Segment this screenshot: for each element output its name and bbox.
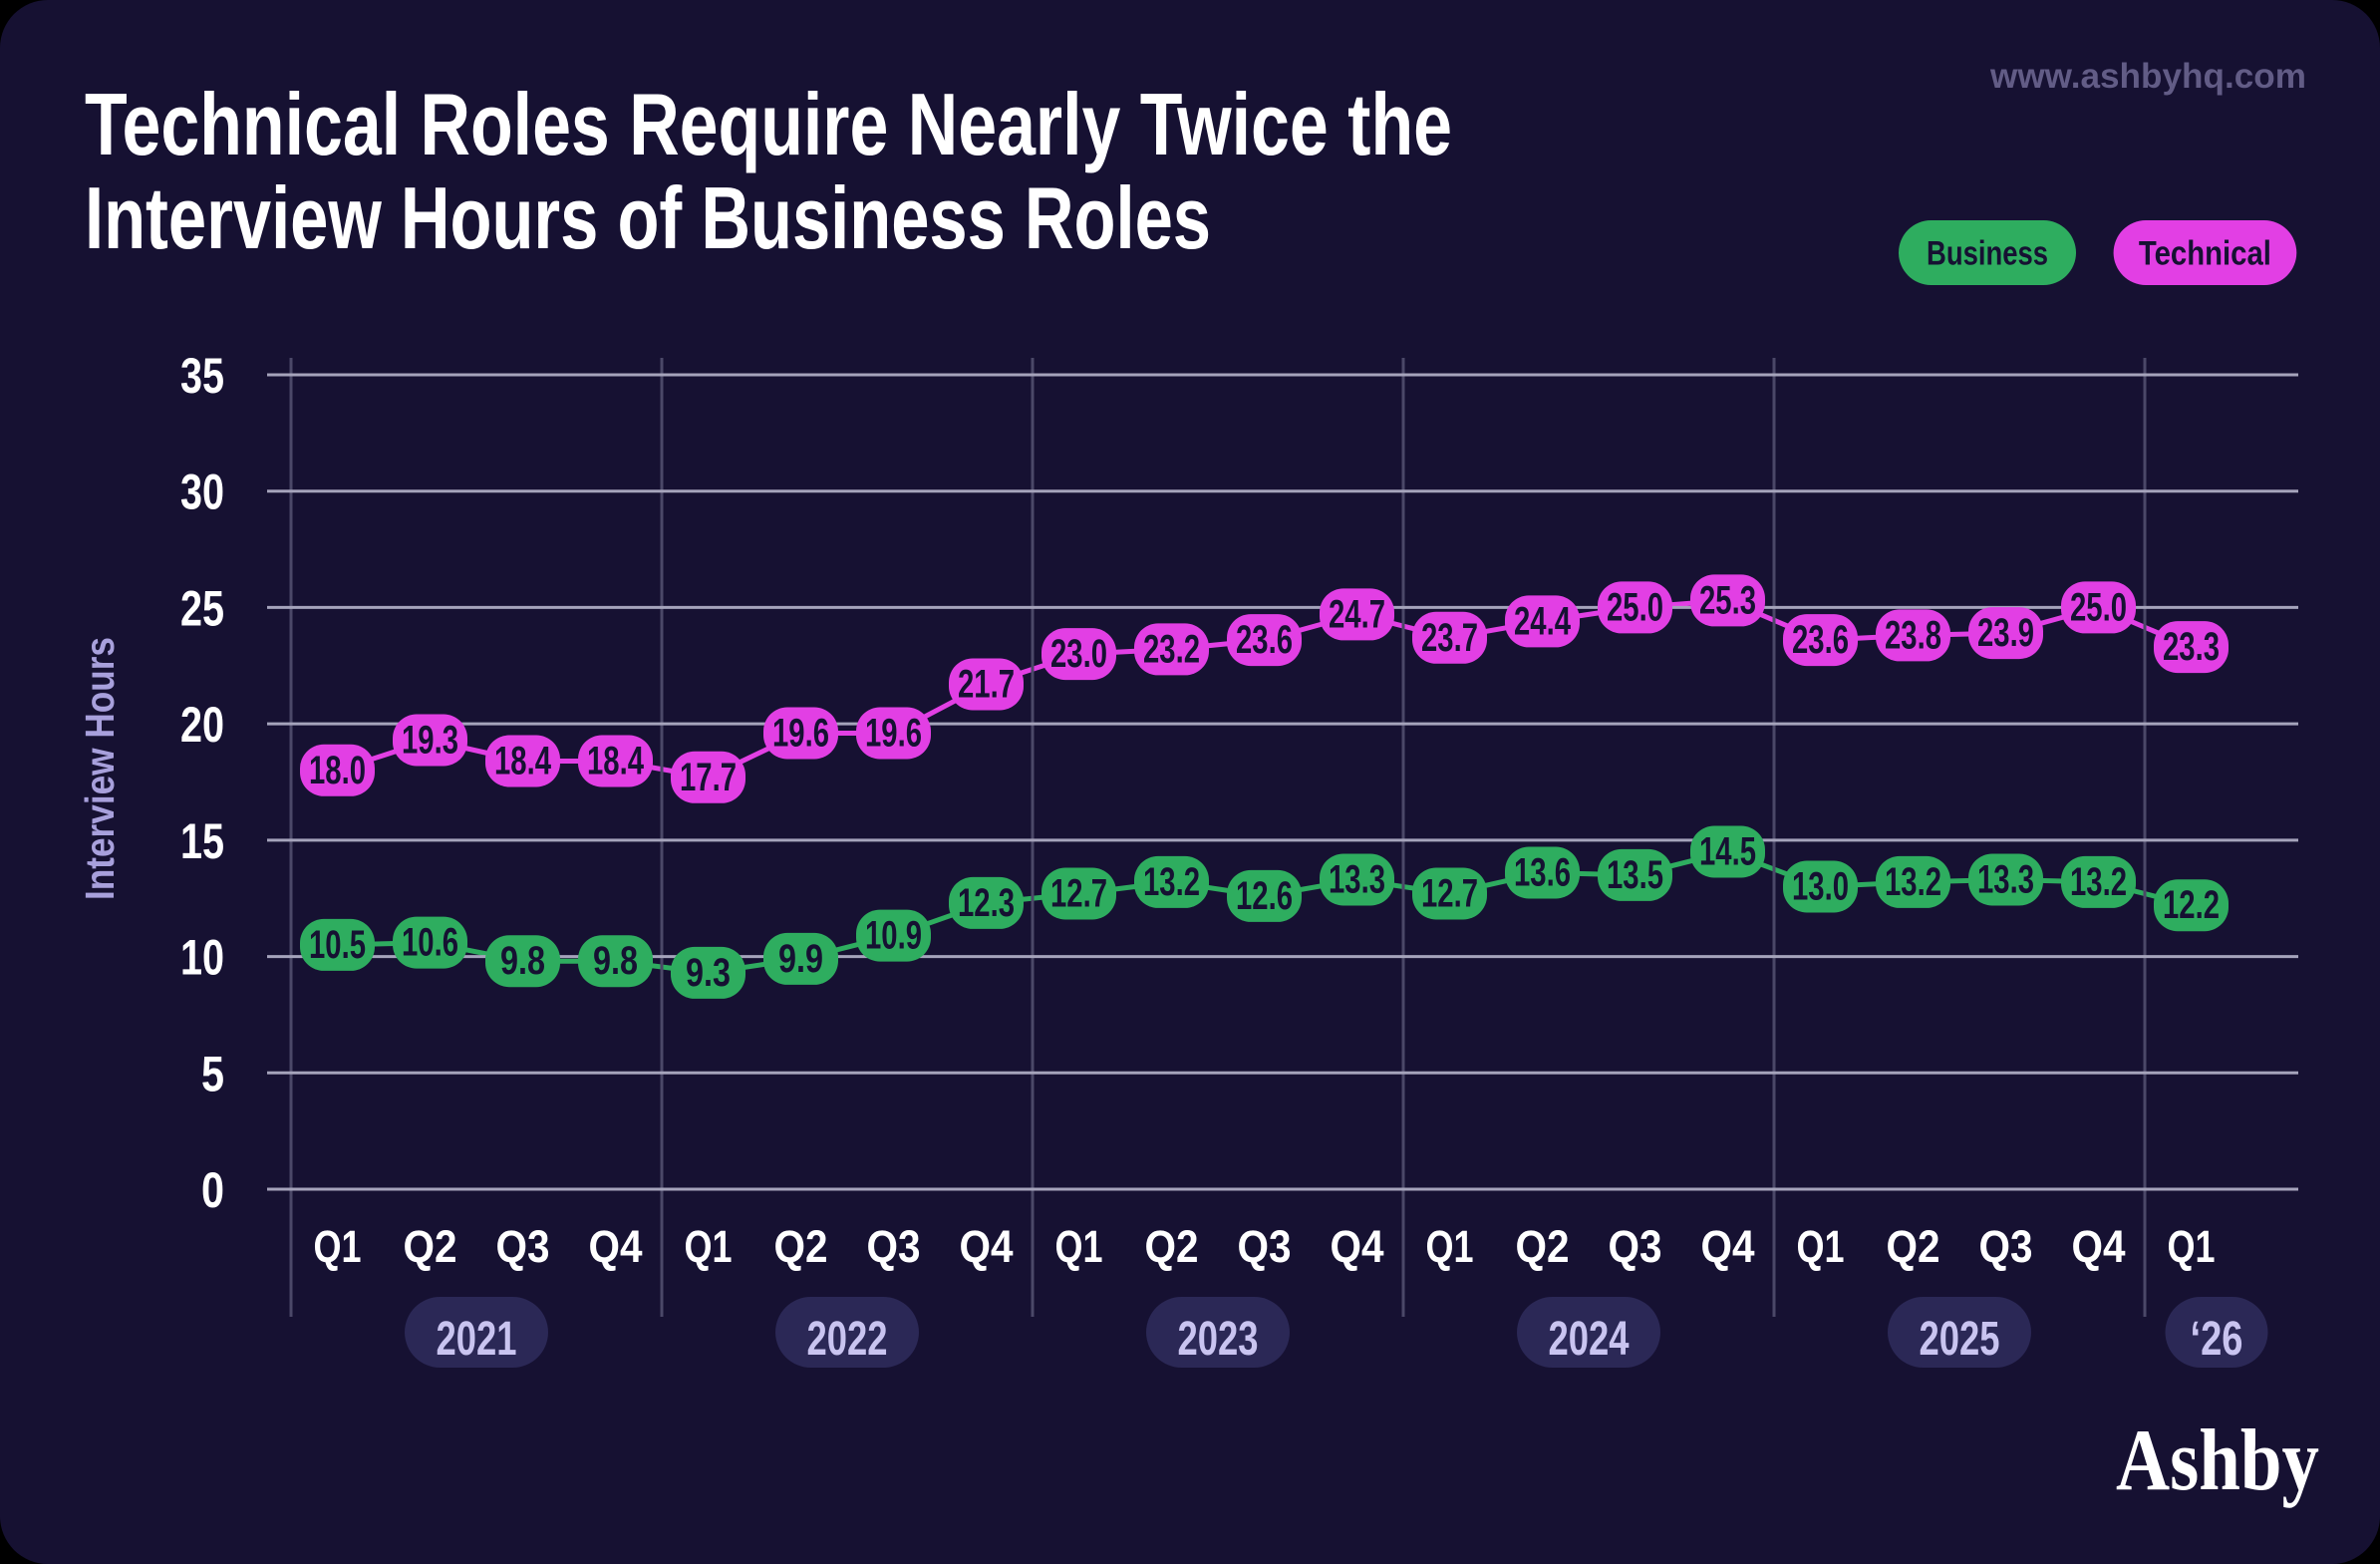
svg-text:9.3: 9.3 [686,951,731,995]
svg-text:25.3: 25.3 [1699,578,1756,622]
svg-text:Technical: Technical [2139,235,2271,273]
svg-text:Technical Roles Require Nearly: Technical Roles Require Nearly Twice the [85,75,1452,173]
svg-text:Q1: Q1 [2168,1221,2216,1272]
svg-text:19.3: 19.3 [402,719,458,763]
svg-text:0: 0 [201,1162,224,1218]
svg-text:13.3: 13.3 [1977,858,2034,902]
svg-text:23.0: 23.0 [1050,632,1107,676]
svg-text:2024: 2024 [1549,1313,1630,1366]
svg-text:Q2: Q2 [1145,1221,1199,1272]
svg-text:Q3: Q3 [1238,1221,1292,1272]
svg-text:13.6: 13.6 [1514,851,1571,895]
svg-text:10: 10 [180,930,224,986]
svg-text:2022: 2022 [807,1313,888,1366]
svg-text:Q1: Q1 [314,1221,362,1272]
svg-text:9.8: 9.8 [593,939,638,983]
svg-text:Q4: Q4 [2072,1221,2126,1272]
svg-text:2023: 2023 [1178,1313,1259,1366]
svg-text:Q2: Q2 [404,1221,457,1272]
svg-text:Q3: Q3 [867,1221,921,1272]
svg-text:Q4: Q4 [1701,1221,1755,1272]
svg-text:5: 5 [201,1046,224,1101]
svg-text:10.5: 10.5 [309,923,366,967]
svg-text:23.9: 23.9 [1977,611,2034,655]
svg-text:12.7: 12.7 [1421,872,1478,916]
svg-text:12.2: 12.2 [2163,883,2220,927]
svg-text:13.2: 13.2 [1143,860,1200,904]
svg-text:12.7: 12.7 [1050,872,1107,916]
svg-text:Q1: Q1 [1797,1221,1845,1272]
svg-text:‘26: ‘26 [2191,1313,2243,1366]
svg-text:Business: Business [1927,235,2048,273]
svg-text:25.0: 25.0 [1607,585,1663,629]
svg-text:www.ashbyhq.com: www.ashbyhq.com [1989,57,2306,96]
svg-text:Interview Hours of Business Ro: Interview Hours of Business Roles [85,168,1211,267]
svg-text:Q2: Q2 [774,1221,828,1272]
svg-text:23.7: 23.7 [1421,616,1478,660]
svg-text:Q3: Q3 [1609,1221,1662,1272]
svg-text:15: 15 [180,813,224,869]
svg-text:23.6: 23.6 [1792,618,1849,662]
svg-text:14.5: 14.5 [1699,830,1756,874]
svg-text:Q1: Q1 [1055,1221,1103,1272]
svg-text:Q2: Q2 [1516,1221,1570,1272]
svg-text:Q4: Q4 [1331,1221,1384,1272]
svg-text:23.6: 23.6 [1236,618,1293,662]
svg-text:24.7: 24.7 [1329,592,1385,636]
svg-text:9.8: 9.8 [500,939,545,983]
svg-text:19.6: 19.6 [865,712,922,756]
svg-text:2021: 2021 [437,1313,517,1366]
svg-text:19.6: 19.6 [772,712,829,756]
svg-text:13.2: 13.2 [2070,860,2127,904]
svg-text:12.6: 12.6 [1236,874,1293,918]
svg-text:9.9: 9.9 [778,937,823,981]
svg-text:Q3: Q3 [496,1221,550,1272]
svg-text:10.6: 10.6 [402,921,458,965]
svg-text:30: 30 [180,465,224,520]
svg-text:Q1: Q1 [1426,1221,1474,1272]
svg-text:Ashby: Ashby [2116,1412,2319,1509]
svg-text:18.4: 18.4 [587,740,645,783]
svg-text:23.8: 23.8 [1885,613,1941,657]
svg-text:35: 35 [180,348,224,404]
svg-text:13.0: 13.0 [1792,865,1849,909]
svg-text:2025: 2025 [1920,1313,2000,1366]
svg-text:Q4: Q4 [960,1221,1014,1272]
svg-text:Q1: Q1 [685,1221,733,1272]
svg-text:20: 20 [180,697,224,753]
svg-text:23.2: 23.2 [1143,627,1200,671]
svg-text:25.0: 25.0 [2070,585,2127,629]
svg-text:23.3: 23.3 [2163,625,2220,669]
svg-text:Interview Hours: Interview Hours [77,637,123,900]
svg-text:13.2: 13.2 [1885,860,1941,904]
svg-text:12.3: 12.3 [958,881,1015,925]
svg-text:13.5: 13.5 [1607,853,1663,897]
svg-text:25: 25 [180,580,224,636]
svg-text:10.9: 10.9 [865,914,922,958]
svg-text:Q3: Q3 [1979,1221,2033,1272]
svg-text:24.4: 24.4 [1514,599,1572,643]
svg-text:Q4: Q4 [589,1221,643,1272]
svg-text:Q2: Q2 [1887,1221,1940,1272]
svg-text:13.3: 13.3 [1329,858,1385,902]
svg-text:18.0: 18.0 [309,749,366,792]
svg-text:21.7: 21.7 [958,663,1015,707]
svg-text:17.7: 17.7 [680,756,737,799]
svg-text:18.4: 18.4 [494,740,552,783]
